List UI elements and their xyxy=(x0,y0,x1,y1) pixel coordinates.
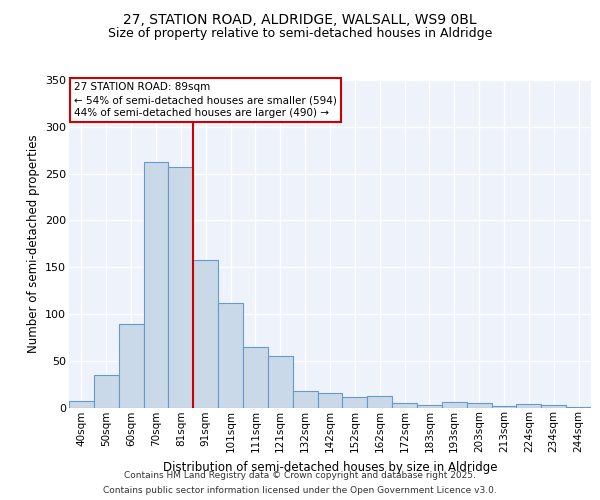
Bar xyxy=(517,404,541,407)
Bar xyxy=(467,403,491,407)
Bar xyxy=(442,402,467,407)
Bar xyxy=(143,162,169,408)
Bar xyxy=(392,403,417,407)
Bar xyxy=(566,406,591,408)
Y-axis label: Number of semi-detached properties: Number of semi-detached properties xyxy=(26,134,40,353)
Bar xyxy=(169,167,193,408)
Text: Contains public sector information licensed under the Open Government Licence v3: Contains public sector information licen… xyxy=(103,486,497,495)
Text: Size of property relative to semi-detached houses in Aldridge: Size of property relative to semi-detach… xyxy=(108,28,492,40)
Bar xyxy=(268,356,293,408)
Bar xyxy=(94,375,119,408)
Bar xyxy=(193,260,218,408)
Bar xyxy=(367,396,392,407)
Text: 27 STATION ROAD: 89sqm
← 54% of semi-detached houses are smaller (594)
44% of se: 27 STATION ROAD: 89sqm ← 54% of semi-det… xyxy=(74,82,337,118)
Bar xyxy=(541,404,566,407)
Text: Contains HM Land Registry data © Crown copyright and database right 2025.: Contains HM Land Registry data © Crown c… xyxy=(124,471,476,480)
Bar xyxy=(417,404,442,407)
Bar xyxy=(491,406,517,407)
Bar xyxy=(293,390,317,407)
Text: 27, STATION ROAD, ALDRIDGE, WALSALL, WS9 0BL: 27, STATION ROAD, ALDRIDGE, WALSALL, WS9… xyxy=(123,12,477,26)
X-axis label: Distribution of semi-detached houses by size in Aldridge: Distribution of semi-detached houses by … xyxy=(163,460,497,473)
Bar xyxy=(343,397,367,407)
Bar xyxy=(218,302,243,408)
Bar xyxy=(317,394,343,407)
Bar xyxy=(243,346,268,408)
Bar xyxy=(119,324,143,407)
Bar xyxy=(69,401,94,407)
